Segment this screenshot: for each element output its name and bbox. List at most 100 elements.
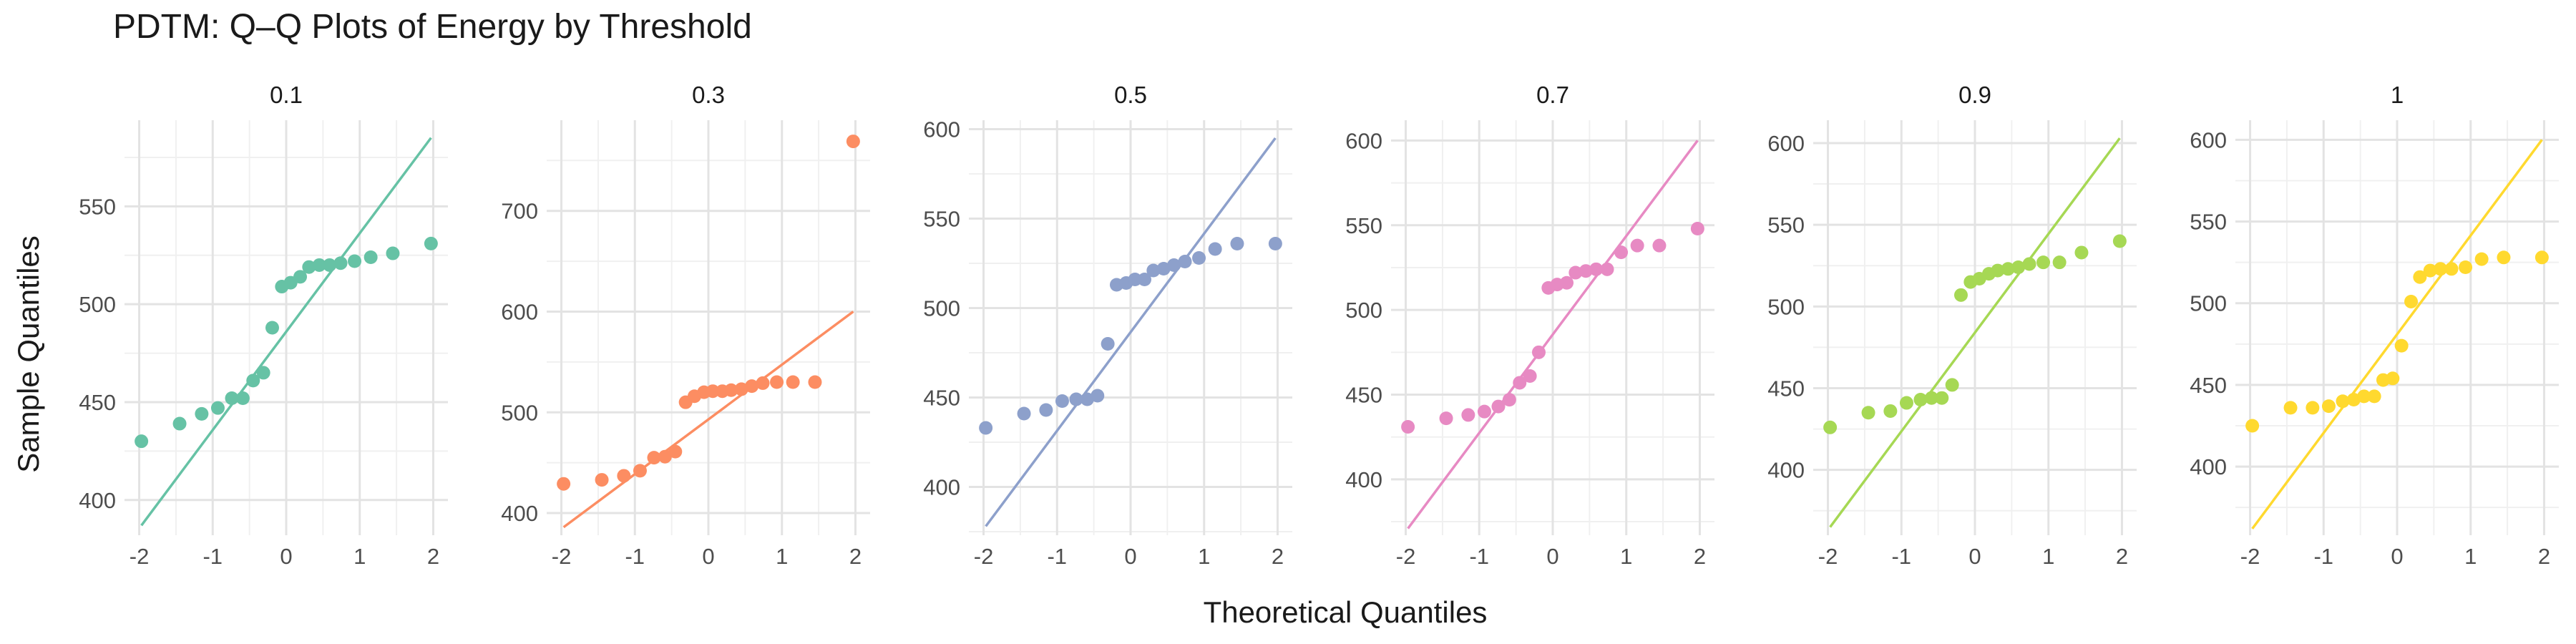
facet-label: 0.3	[692, 82, 725, 108]
x-tick-label: -1	[1047, 544, 1067, 569]
y-tick-label: 500	[1345, 298, 1382, 323]
qq-point	[1039, 403, 1053, 417]
qq-point	[333, 256, 348, 270]
qq-point	[1230, 237, 1244, 250]
qq-point	[1861, 406, 1875, 420]
qq-point	[2001, 262, 2015, 276]
qq-point	[1167, 258, 1181, 272]
qq-point	[1935, 391, 1949, 405]
facet-panel-0.5: -2 -1 0 1 2 400 450 500 550 600 0.5	[923, 82, 1292, 569]
qq-point	[557, 477, 571, 491]
qq-point	[302, 260, 316, 274]
qq-point	[364, 250, 378, 265]
facet-panel-0.9: -2 -1 0 1 2 400 450 500 550 600 0.9	[1767, 82, 2137, 569]
qq-point	[265, 321, 279, 335]
qq-point	[1560, 275, 1574, 290]
x-tick-label: 0	[1546, 544, 1558, 569]
x-tick-label: 0	[702, 544, 714, 569]
y-tick-label: 450	[79, 390, 116, 415]
qq-point	[225, 391, 239, 405]
facet-panel-0.7: -2 -1 0 1 2 400 450 500 550 600 0.7	[1345, 82, 1714, 569]
facet-panel-1: -2 -1 0 1 2 400 450 500 550 600 1	[2190, 82, 2559, 569]
qq-point	[595, 473, 609, 487]
y-tick-label: 600	[923, 117, 960, 142]
qq-point	[1055, 394, 1069, 408]
qq-point	[786, 375, 800, 389]
qq-point	[724, 383, 738, 397]
qq-point	[2074, 245, 2089, 260]
facet-label: 1	[2391, 82, 2404, 108]
qq-reference-line	[140, 137, 432, 527]
qq-point	[846, 135, 860, 149]
x-tick-label: 2	[2116, 544, 2128, 569]
y-tick-label: 400	[2190, 454, 2227, 479]
x-tick-label: -2	[2240, 544, 2260, 569]
qq-point	[2474, 252, 2489, 266]
x-tick-label: 2	[1272, 544, 1284, 569]
qq-point	[617, 469, 631, 483]
qq-point	[293, 270, 308, 284]
x-tick-label: -1	[1891, 544, 1911, 569]
y-tick-label: 450	[923, 386, 960, 411]
qq-point	[2283, 401, 2298, 415]
qq-point	[633, 464, 647, 478]
qq-point	[1579, 264, 1593, 278]
y-tick-label: 550	[2190, 210, 2227, 235]
qq-point	[1502, 393, 1516, 407]
qq-point	[1491, 399, 1506, 414]
qq-point	[1568, 265, 1583, 280]
qq-point	[1630, 238, 1644, 253]
qq-point	[1523, 369, 1537, 383]
y-tick-label: 550	[923, 207, 960, 232]
y-tick-label: 600	[2190, 127, 2227, 152]
qq-point	[348, 254, 362, 268]
y-tick-label: 500	[923, 296, 960, 321]
qq-point	[1991, 263, 2005, 278]
qq-reference-line	[1407, 140, 1699, 530]
qq-point	[2112, 234, 2127, 248]
x-tick-label: -2	[130, 544, 150, 569]
x-tick-label: -1	[1469, 544, 1489, 569]
qq-reference-line	[1829, 137, 2121, 528]
x-tick-label: 0	[280, 544, 292, 569]
y-tick-label: 400	[923, 475, 960, 500]
qq-point	[1531, 345, 1546, 359]
x-tick-label: 1	[776, 544, 788, 569]
qq-point	[734, 382, 748, 396]
qq-point	[2444, 262, 2459, 276]
y-tick-label: 500	[1767, 294, 1805, 319]
qq-point	[1138, 273, 1152, 286]
qq-point	[1513, 376, 1527, 390]
facet-label: 0.9	[1958, 82, 1991, 108]
qq-point	[756, 376, 770, 390]
y-tick-label: 450	[1767, 376, 1805, 401]
qq-point	[2423, 263, 2437, 278]
qq-point	[1589, 262, 1604, 276]
qq-point	[1614, 245, 1629, 260]
qq-point	[312, 258, 326, 272]
qq-point	[2336, 394, 2350, 409]
qq-point	[210, 401, 225, 415]
qq-point	[1600, 262, 1614, 276]
x-tick-label: 2	[849, 544, 862, 569]
x-tick-label: 1	[353, 544, 366, 569]
qq-point	[1146, 263, 1161, 278]
y-tick-label: 550	[79, 194, 116, 219]
qq-point	[1128, 273, 1142, 286]
qq-point	[2036, 255, 2051, 270]
x-axis-title: Theoretical Quantiles	[1204, 595, 1488, 629]
qq-point	[2306, 401, 2320, 415]
qq-point	[2413, 270, 2427, 284]
qq-point	[1823, 420, 1838, 434]
y-tick-label: 500	[2190, 291, 2227, 316]
facet-panels: -2 -1 0 1 2 400 450 500 550 0.1 -2 -1 0 1 2 400 500 600 70…	[79, 82, 2559, 569]
qq-point	[2321, 399, 2336, 414]
qq-point	[1080, 392, 1094, 406]
qq-point	[1401, 419, 1415, 434]
qq-reference-line	[2251, 139, 2543, 530]
qq-point	[246, 374, 260, 388]
facet-label: 0.7	[1536, 82, 1569, 108]
qq-point	[2357, 389, 2371, 404]
y-tick-label: 500	[501, 400, 538, 425]
qq-point	[323, 258, 337, 272]
